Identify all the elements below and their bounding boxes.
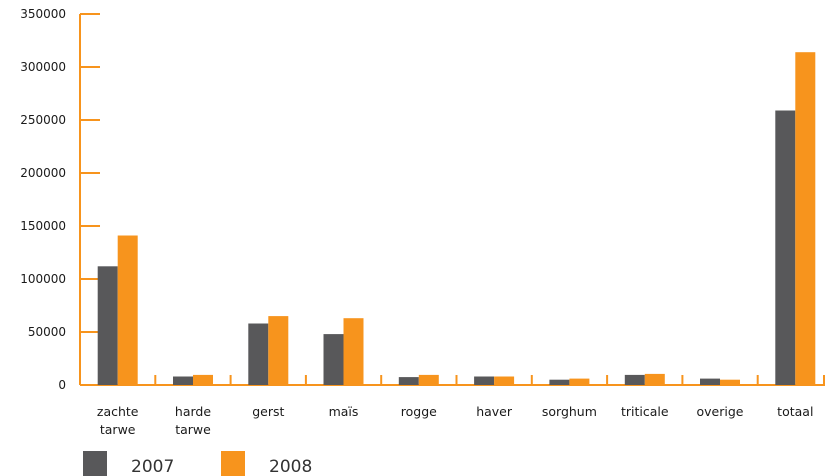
bar-2008 (795, 52, 816, 385)
bar-2007 (173, 376, 193, 385)
bar-2008 (720, 379, 740, 385)
y-tick-label: 150000 (20, 219, 66, 233)
bar-2008 (268, 316, 289, 385)
bar-2008 (193, 374, 213, 385)
category-label: rogge (401, 404, 437, 419)
category-label: totaal (777, 404, 813, 419)
bar-2007 (624, 374, 645, 385)
category-label: overige (697, 404, 744, 419)
bar-2008 (644, 373, 665, 385)
category-label: gerst (252, 404, 284, 419)
category-label: zachte tarwe (97, 404, 139, 437)
legend-swatch-2007 (83, 451, 107, 476)
y-tick-label: 200000 (20, 166, 66, 180)
bar-2008 (418, 374, 439, 385)
y-tick-label: 100000 (20, 272, 66, 286)
bar-2007 (398, 377, 419, 385)
category-labels: zachte tarwe harde tarwe gerst maïs rogge haver… (97, 404, 814, 437)
y-tick-label: 250000 (20, 113, 66, 127)
bar-2008 (117, 235, 138, 385)
y-axis: 0 50000 100000 150000 200000 250000 300000 3500… (20, 7, 100, 392)
bar-2007 (549, 379, 570, 385)
bar-2007 (474, 376, 495, 385)
category-label: triticale (621, 404, 669, 419)
legend: 2007 2008 (83, 451, 312, 476)
bar-2008 (569, 378, 590, 385)
bar-2007 (775, 110, 796, 385)
y-tick-label: 0 (58, 378, 66, 392)
bar-2007 (700, 378, 720, 385)
category-label: sorghum (542, 404, 597, 419)
bar-2008 (343, 318, 364, 385)
bar-2008 (494, 376, 515, 385)
legend-label-2007: 2007 (131, 457, 174, 476)
bar-2007 (97, 266, 118, 385)
category-label: maïs (329, 404, 359, 419)
y-tick-label: 350000 (20, 7, 66, 21)
y-tick-label: 300000 (20, 60, 66, 74)
bars (97, 52, 816, 385)
category-label: harde tarwe (175, 404, 211, 437)
bar-2007 (323, 334, 344, 385)
category-label: haver (476, 404, 513, 419)
bar-2007 (248, 323, 269, 385)
legend-swatch-2008 (221, 451, 245, 476)
legend-label-2008: 2008 (269, 457, 312, 476)
y-tick-label: 50000 (28, 325, 66, 339)
